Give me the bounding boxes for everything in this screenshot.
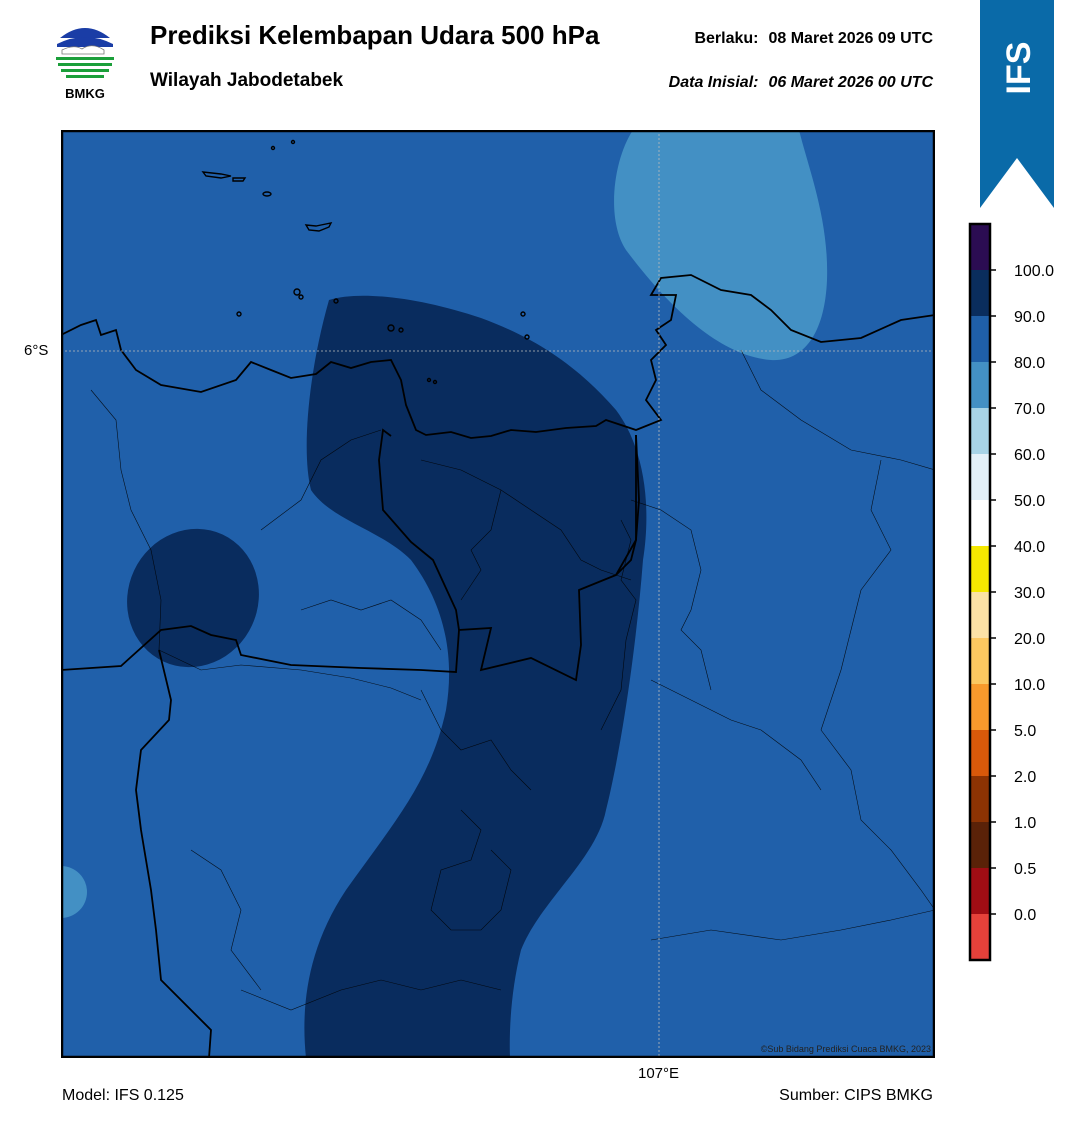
colorbar-swatch bbox=[970, 684, 990, 730]
rh-90-100-band bbox=[304, 295, 647, 1058]
colorbar-swatch bbox=[970, 914, 990, 960]
colorbar-tick-label: 40.0 bbox=[1014, 539, 1045, 556]
lat-label: 6°S bbox=[24, 342, 49, 359]
colorbar-tick-label: 70.0 bbox=[1014, 401, 1045, 418]
init-label: Data Inisial: bbox=[668, 74, 759, 91]
map-frame bbox=[61, 130, 935, 1058]
colorbar-tick-label: 90.0 bbox=[1014, 309, 1045, 326]
colorbar-swatch bbox=[970, 408, 990, 454]
colorbar-tick-label: 2.0 bbox=[1014, 769, 1036, 786]
islands bbox=[201, 139, 530, 385]
valid-label: Berlaku: bbox=[694, 30, 759, 47]
colorbar-tick-label: 0.5 bbox=[1014, 861, 1036, 878]
colorbar-tick-label: 0.0 bbox=[1014, 907, 1036, 924]
init-time: Data Inisial: 06 Maret 2026 00 UTC bbox=[669, 74, 933, 92]
colorbar-swatch bbox=[970, 362, 990, 408]
colorbar-swatch bbox=[970, 546, 990, 592]
colorbar-swatch bbox=[970, 776, 990, 822]
colorbar-tick-label: 5.0 bbox=[1014, 723, 1036, 740]
valid-time: Berlaku: 08 Maret 2026 09 UTC bbox=[694, 30, 933, 48]
province-boundaries bbox=[61, 428, 640, 1058]
ifs-badge-text: IFS bbox=[1000, 42, 1038, 95]
colorbar-tick-label: 80.0 bbox=[1014, 355, 1045, 372]
colorbar-swatch bbox=[970, 822, 990, 868]
colorbar-tick-label: 1.0 bbox=[1014, 815, 1036, 832]
rh-90-100-blob bbox=[127, 528, 259, 668]
colorbar-swatch bbox=[970, 270, 990, 316]
colorbar-swatch bbox=[970, 730, 990, 776]
bmkg-logo: BMKG bbox=[56, 23, 114, 101]
admin-boundaries bbox=[90, 349, 935, 1011]
coastline bbox=[61, 274, 935, 439]
map-title: Prediksi Kelembapan Udara 500 hPa bbox=[150, 20, 600, 50]
ifs-ribbon-badge: IFS bbox=[980, 0, 1054, 208]
lon-label: 107°E bbox=[638, 1065, 680, 1082]
map-subtitle: Wilayah Jabodetabek bbox=[150, 70, 344, 91]
colorbar-tick-label: 60.0 bbox=[1014, 447, 1045, 464]
colorbar-tick-label: 100.0 bbox=[1014, 263, 1054, 280]
colorbar-swatch bbox=[970, 316, 990, 362]
source-label: Sumber: CIPS BMKG bbox=[779, 1087, 933, 1104]
rh-70-80-region bbox=[614, 130, 828, 361]
rh-70-80-spot bbox=[61, 866, 87, 918]
colorbar-swatch bbox=[970, 638, 990, 684]
colorbar: 100.0 90.0 80.0 70.0 60.0 50.0 40.0 30.0 20.0 10.… bbox=[968, 222, 1054, 962]
valid-value: 08 Maret 2026 09 UTC bbox=[768, 30, 933, 47]
model-label: Model: IFS 0.125 bbox=[62, 1087, 184, 1104]
colorbar-tick-label: 10.0 bbox=[1014, 677, 1045, 694]
colorbar-tick-label: 30.0 bbox=[1014, 585, 1045, 602]
init-value: 06 Maret 2026 00 UTC bbox=[768, 74, 933, 91]
colorbar-swatch bbox=[970, 224, 990, 270]
colorbar-swatch bbox=[970, 592, 990, 638]
colorbar-tick-label: 20.0 bbox=[1014, 631, 1045, 648]
colorbar-tick-label: 50.0 bbox=[1014, 493, 1045, 510]
copyright-text: ©Sub Bidang Prediksi Cuaca BMKG, 2023 bbox=[760, 1044, 931, 1054]
humidity-map bbox=[61, 130, 935, 1058]
colorbar-swatch bbox=[970, 500, 990, 546]
logo-text: BMKG bbox=[65, 86, 105, 101]
colorbar-swatch bbox=[970, 868, 990, 914]
colorbar-swatch bbox=[970, 454, 990, 500]
